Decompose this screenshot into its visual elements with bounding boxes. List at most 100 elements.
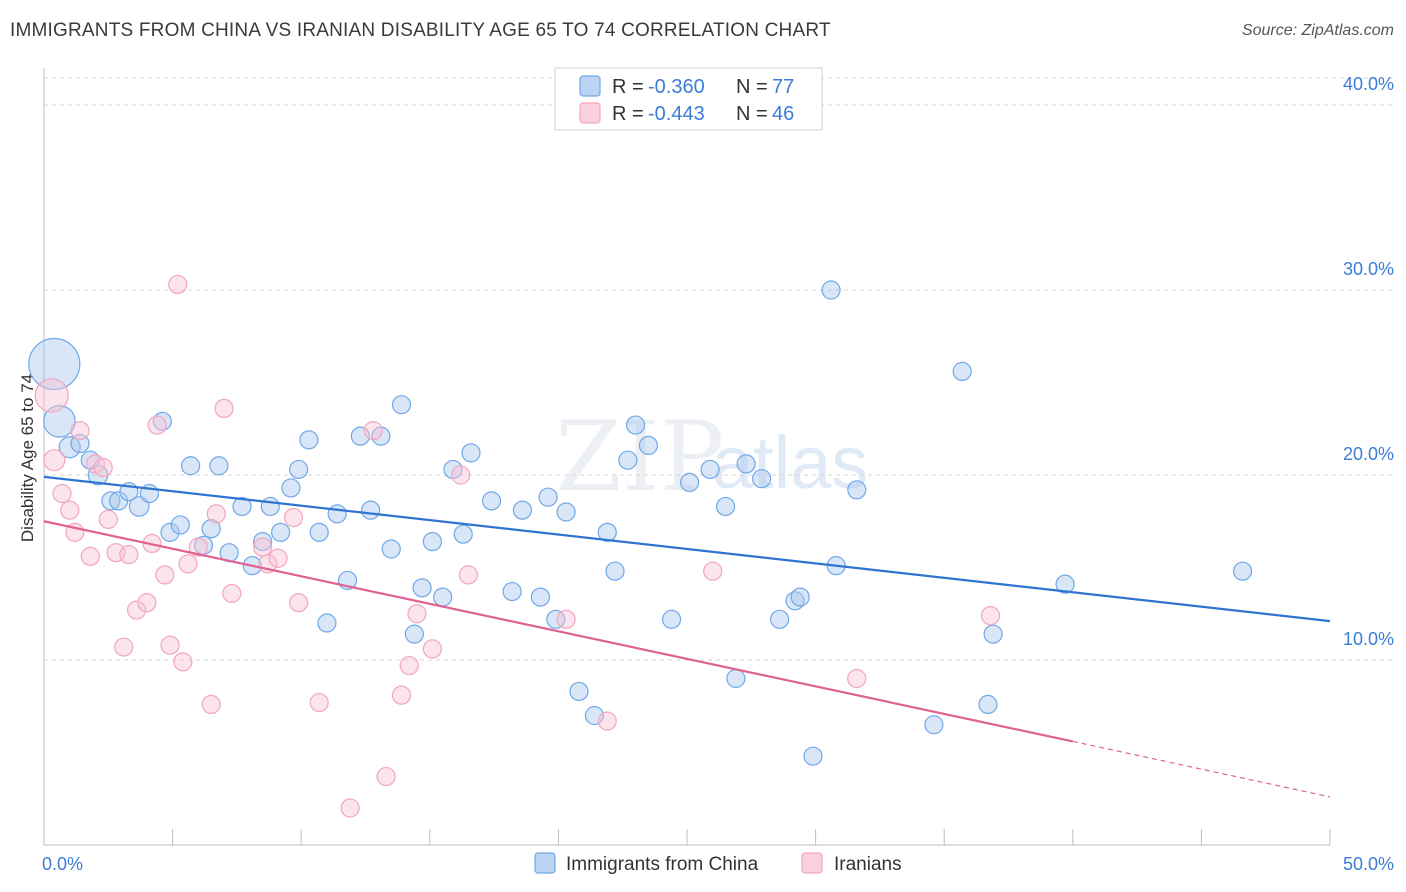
iran-point — [556, 609, 576, 629]
china-point — [101, 491, 121, 511]
iran-point — [451, 465, 471, 485]
bottom-legend-china-swatch — [534, 852, 556, 874]
china-point — [260, 496, 280, 517]
china-point — [1232, 561, 1253, 581]
china-point — [232, 496, 252, 517]
china-point — [924, 715, 944, 735]
iran-point — [391, 685, 412, 705]
china-point — [700, 459, 720, 480]
legend-china-n-value: 77 — [772, 76, 794, 98]
series-iran-points — [34, 274, 1001, 818]
china-point — [404, 624, 424, 644]
iran-point — [340, 798, 360, 818]
legend-iran-r-value: -0.443 — [648, 103, 705, 125]
iran-point — [147, 415, 167, 435]
series-legend: Immigrants from China Iranians — [534, 852, 902, 875]
china-point — [803, 746, 823, 766]
china-point — [209, 456, 229, 476]
x-tick-label-max: 50.0% — [1343, 854, 1394, 874]
iran-point — [222, 583, 242, 604]
china-point — [317, 613, 337, 633]
china-point — [785, 591, 805, 611]
china-point — [625, 415, 646, 435]
series-china-points — [28, 280, 1253, 766]
iran-point — [363, 421, 383, 441]
y-axis-title: Disability Age 65 to 74 — [18, 374, 37, 542]
china-point — [751, 469, 772, 489]
china-point — [181, 456, 201, 476]
iran-point — [114, 637, 134, 657]
china-point — [289, 459, 309, 480]
iran-point — [43, 449, 66, 472]
china-point — [281, 478, 301, 498]
legend-iran-n-label: N = — [736, 103, 768, 125]
iran-trend-line — [43, 520, 1074, 743]
china-point — [481, 491, 502, 511]
y-tick-label: 20.0% — [1343, 444, 1394, 464]
bottom-legend-china-label: Immigrants from China — [566, 854, 759, 875]
iran-point — [980, 605, 1001, 626]
china-point — [618, 450, 638, 470]
china-point — [538, 487, 558, 507]
y-tick-label: 40.0% — [1343, 74, 1394, 94]
china-point — [1055, 574, 1075, 594]
legend-china-n-label: N = — [736, 76, 768, 98]
china-point — [736, 454, 756, 474]
china-trend-line — [43, 475, 1331, 623]
legend-china-swatch — [579, 75, 601, 97]
legend-china-r-label: R = — [612, 76, 644, 98]
iran-point — [188, 537, 208, 557]
iran-point — [80, 546, 100, 567]
iran-point — [399, 655, 419, 676]
china-point — [847, 480, 867, 500]
china-point — [28, 337, 81, 391]
legend-china-r-value: -0.360 — [648, 76, 705, 98]
bottom-legend-iran-label: Iranians — [834, 854, 902, 875]
china-point — [679, 472, 700, 492]
china-point — [433, 587, 453, 607]
y-tick-label: 10.0% — [1343, 629, 1394, 649]
china-point — [715, 496, 736, 517]
y-tick-label: 30.0% — [1343, 259, 1394, 279]
china-point — [790, 587, 810, 607]
bottom-legend-iran-swatch — [801, 852, 823, 874]
svg-text:ZIP: ZIP — [555, 401, 724, 513]
china-point — [821, 280, 841, 300]
china-point — [530, 587, 550, 607]
china-point — [43, 405, 76, 438]
china-point — [661, 609, 682, 629]
iran-point — [155, 565, 175, 585]
legend-iran-n-value: 46 — [772, 103, 794, 125]
iran-point — [376, 766, 396, 787]
iran-point — [126, 600, 147, 620]
china-point — [597, 522, 617, 542]
iran-point — [60, 500, 80, 520]
china-point — [412, 578, 432, 598]
china-point — [201, 519, 221, 539]
china-point — [422, 531, 442, 552]
iran-point — [407, 604, 427, 624]
iran-point — [309, 692, 329, 713]
china-point — [769, 609, 790, 629]
source-label: Source: ZipAtlas.com — [1241, 22, 1394, 39]
x-tick-label-min: 0.0% — [42, 854, 83, 874]
iran-point — [160, 635, 180, 655]
china-point — [461, 443, 481, 463]
iran-point — [268, 548, 288, 568]
iran-point — [703, 561, 723, 581]
iran-trend-line-extension — [1072, 740, 1331, 798]
y-axis-tick-labels: 10.0% 20.0% 30.0% 40.0% — [1343, 74, 1394, 649]
china-point — [546, 609, 566, 629]
china-point — [361, 500, 381, 520]
china-point — [152, 411, 172, 431]
china-point — [160, 522, 180, 542]
iran-point — [93, 458, 113, 478]
iran-point — [52, 483, 72, 504]
china-point — [512, 500, 532, 520]
china-point — [253, 531, 273, 552]
iran-point — [458, 565, 478, 585]
iran-point — [289, 593, 309, 613]
china-point — [271, 522, 291, 542]
iran-point — [178, 554, 198, 574]
